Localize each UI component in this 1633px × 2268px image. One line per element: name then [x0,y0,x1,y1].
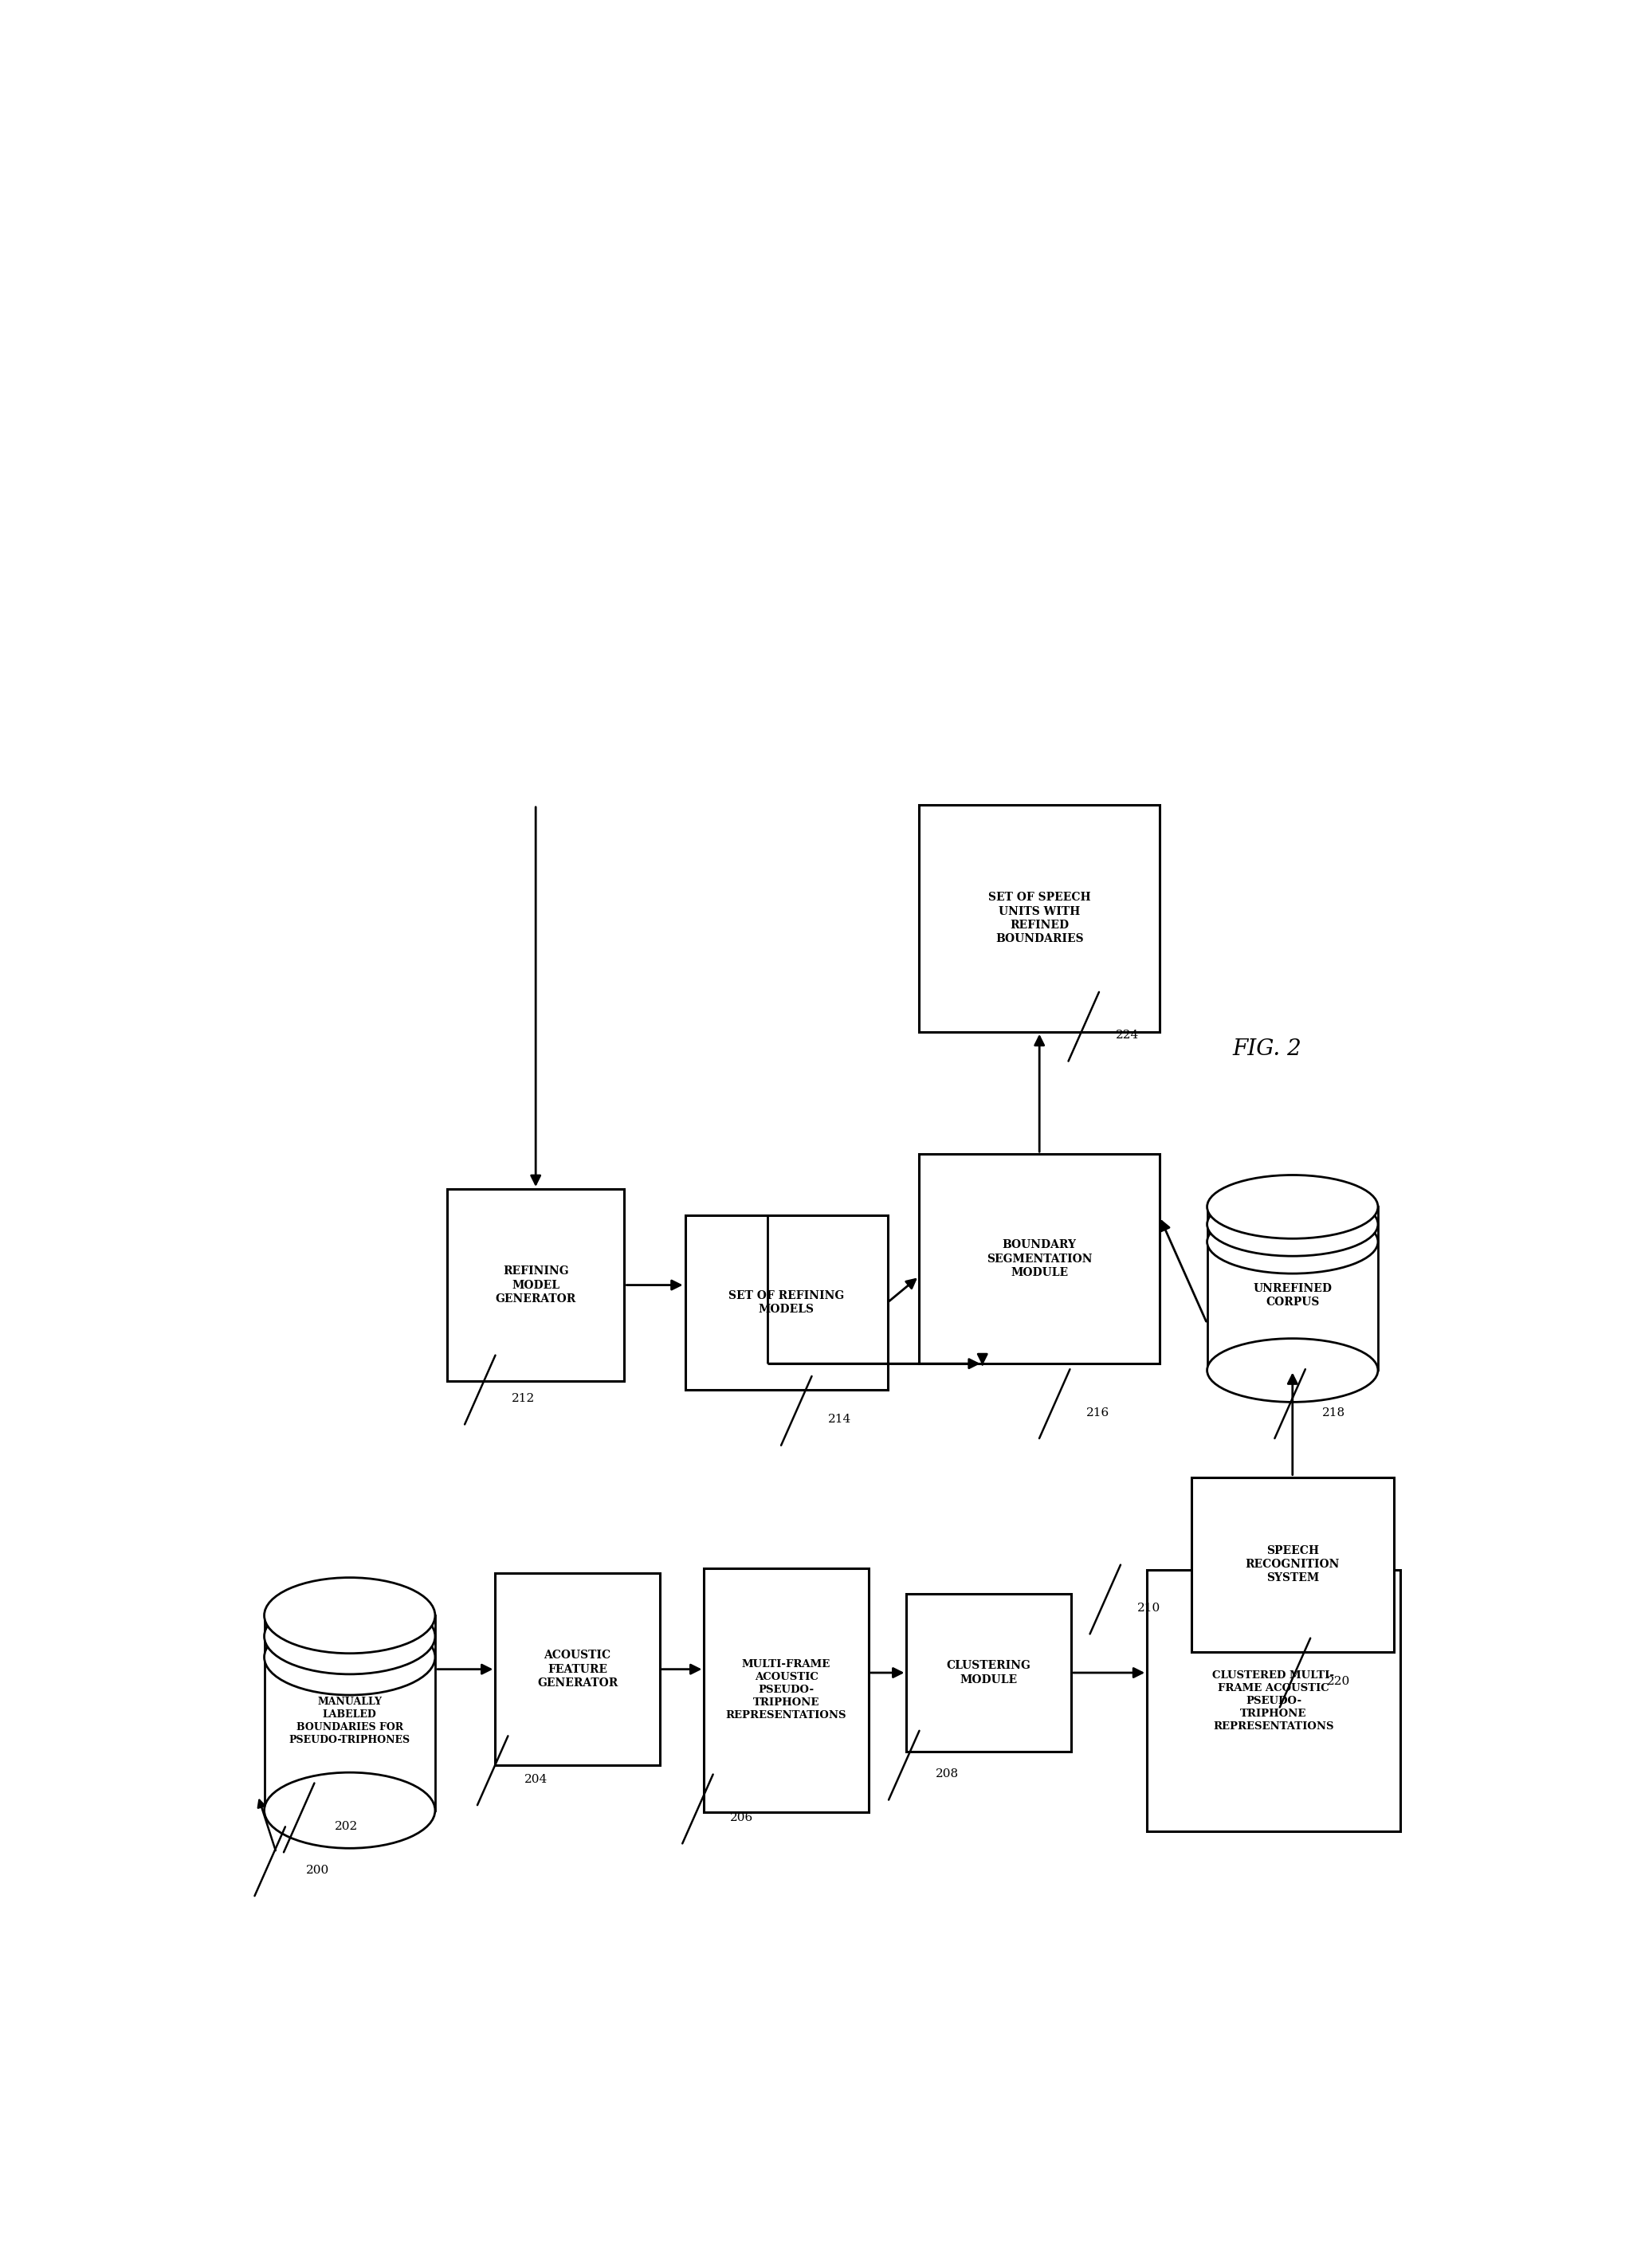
Bar [447,1188,624,1381]
Text: 214: 214 [828,1413,852,1424]
Text: 208: 208 [936,1769,959,1780]
Bar [919,805,1159,1032]
Text: SET OF REFINING
MODELS: SET OF REFINING MODELS [728,1290,844,1315]
Bar [1207,1207,1378,1370]
Ellipse shape [265,1599,434,1674]
Bar [704,1567,869,1812]
Text: 202: 202 [335,1821,358,1833]
Text: 218: 218 [1321,1406,1346,1418]
Text: SPEECH
RECOGNITION
SYSTEM: SPEECH RECOGNITION SYSTEM [1246,1545,1339,1583]
Text: 204: 204 [524,1774,549,1785]
Text: ACOUSTIC
FEATURE
GENERATOR: ACOUSTIC FEATURE GENERATOR [537,1649,617,1690]
Text: MANUALLY
LABELED
BOUNDARIES FOR
PSEUDO-TRIPHONES: MANUALLY LABELED BOUNDARIES FOR PSEUDO-T… [289,1696,410,1746]
Bar [906,1594,1071,1751]
Text: CLUSTERED MULTI-
FRAME ACOUSTIC
PSEUDO-
TRIPHONE
REPRESENTATIONS: CLUSTERED MULTI- FRAME ACOUSTIC PSEUDO- … [1213,1669,1334,1730]
Bar [265,1615,434,1810]
Text: 210: 210 [1137,1603,1161,1615]
Text: FIG. 2: FIG. 2 [1233,1039,1302,1059]
Bar [495,1574,660,1765]
Ellipse shape [1207,1211,1378,1275]
Text: 206: 206 [730,1812,753,1823]
Text: 220: 220 [1328,1676,1350,1687]
Text: 224: 224 [1115,1030,1138,1041]
Ellipse shape [265,1774,434,1848]
Text: SET OF SPEECH
UNITS WITH
REFINED
BOUNDARIES: SET OF SPEECH UNITS WITH REFINED BOUNDAR… [988,891,1091,943]
Text: BOUNDARY
SEGMENTATION
MODULE: BOUNDARY SEGMENTATION MODULE [986,1241,1092,1279]
Text: 212: 212 [511,1393,536,1404]
Text: UNREFINED
CORPUS: UNREFINED CORPUS [1253,1284,1333,1309]
Text: MULTI-FRAME
ACOUSTIC
PSEUDO-
TRIPHONE
REPRESENTATIONS: MULTI-FRAME ACOUSTIC PSEUDO- TRIPHONE RE… [727,1660,846,1721]
Ellipse shape [265,1619,434,1694]
Text: CLUSTERING
MODULE: CLUSTERING MODULE [947,1660,1030,1685]
Ellipse shape [1207,1338,1378,1402]
Text: REFINING
MODEL
GENERATOR: REFINING MODEL GENERATOR [495,1266,576,1304]
Ellipse shape [1207,1193,1378,1256]
Ellipse shape [265,1579,434,1653]
Bar [686,1216,888,1390]
Bar [1192,1476,1395,1651]
Bar [1146,1569,1399,1833]
Text: 216: 216 [1086,1406,1110,1418]
Text: 200: 200 [305,1864,328,1876]
Bar [919,1154,1159,1363]
Ellipse shape [1207,1175,1378,1238]
